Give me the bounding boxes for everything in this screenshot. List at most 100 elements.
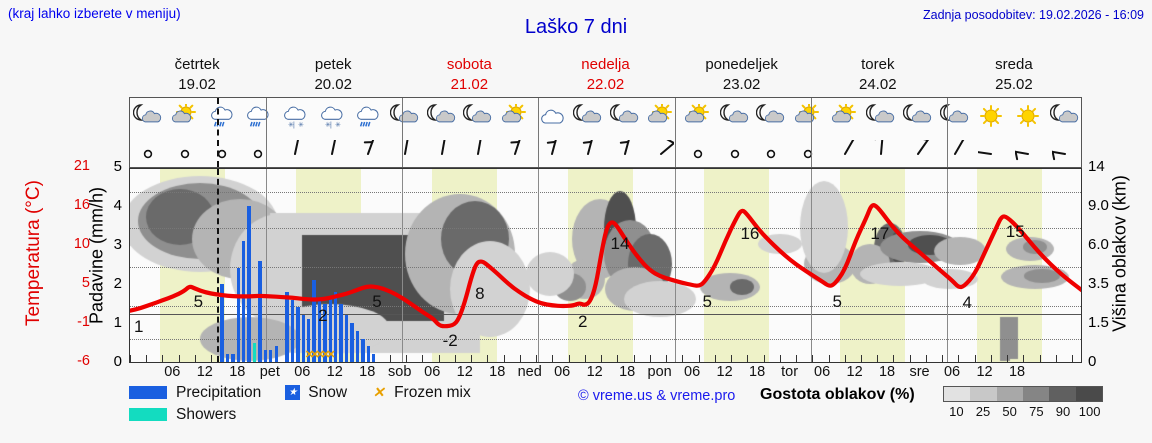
precipitation-bar xyxy=(236,268,240,362)
x-tick xyxy=(698,355,700,362)
temperature-value-label: 2 xyxy=(318,305,328,325)
precipitation-bar xyxy=(301,315,305,362)
cloud-height-tick: 14 xyxy=(1088,158,1105,175)
x-tick-label: 06 xyxy=(814,364,831,380)
cloud-density-step xyxy=(970,387,997,401)
current-time-marker-icons xyxy=(216,98,219,167)
day-header: sreda 25.02 xyxy=(946,55,1082,95)
x-tick xyxy=(146,355,148,362)
weather-icon-sun xyxy=(1010,98,1047,138)
precipitation-tick: 4 xyxy=(113,197,122,214)
credit-link[interactable]: © vreme.us & vreme.pro xyxy=(578,388,736,404)
cloud-density-step xyxy=(944,387,971,401)
temperature-value-label: 5 xyxy=(702,292,713,311)
x-tick xyxy=(1055,355,1057,362)
x-tick xyxy=(178,355,180,362)
x-tick xyxy=(406,355,408,362)
x-tick xyxy=(958,355,960,362)
weather-icon-moon-cloud xyxy=(900,98,937,138)
day-name: četrtek xyxy=(174,56,220,73)
legend-showers: Showers xyxy=(129,406,236,424)
cloud-height-axis-title: Višina oblakov (km) xyxy=(1109,175,1130,332)
precipitation-bar xyxy=(317,299,322,362)
x-tick xyxy=(1039,355,1041,362)
x-tick xyxy=(747,355,749,362)
page-title: Laško 7 dni xyxy=(524,16,628,38)
precipitation-bar xyxy=(274,346,278,362)
x-tick-label: 12 xyxy=(456,364,473,380)
svg-text:|: | xyxy=(293,122,295,129)
wind-barb xyxy=(863,138,900,168)
x-tick-label: tor xyxy=(781,364,799,380)
x-tick xyxy=(568,355,570,362)
x-tick xyxy=(438,355,440,362)
forecast-plot: ✕ ✕ ✕ ✕ ✕ 1 5 2 5 -2 8 2 14 5 16 5 17 4 15 xyxy=(129,168,1082,363)
cloud-height-tick: 6.0 xyxy=(1088,236,1109,253)
temperature-value-label: 5 xyxy=(372,292,382,311)
cloud-density-tick: 50 xyxy=(1002,404,1017,419)
wind-barb xyxy=(277,138,314,168)
x-tick-label: sob xyxy=(388,364,412,380)
x-tick xyxy=(503,355,505,362)
frozen-mix-marker: ✕ xyxy=(315,349,325,361)
weather-icon-sun xyxy=(973,98,1010,138)
cloud-density-step xyxy=(996,387,1023,401)
precipitation-bar xyxy=(366,346,370,362)
x-tick xyxy=(584,355,586,362)
day-date: 25.02 xyxy=(995,76,1033,93)
temperature-tick: 21 xyxy=(73,158,90,174)
x-tick xyxy=(633,355,635,362)
x-tick xyxy=(731,355,733,362)
wind-barb xyxy=(240,138,277,168)
weather-icon-moon-cloud xyxy=(1046,98,1083,138)
frozen-mix-marker: ✕ xyxy=(320,349,331,361)
wind-barb xyxy=(313,138,350,168)
grid-line-h xyxy=(130,192,1081,194)
wind-barb xyxy=(130,138,167,168)
wind-barb xyxy=(203,138,240,168)
day-header: četrtek 19.02 xyxy=(129,55,265,95)
temperature-tick: -1 xyxy=(77,314,90,330)
day-header: torek 24.02 xyxy=(810,55,946,95)
weather-icon-cloud-snow-rain: ✳ | ✳ xyxy=(313,98,350,138)
x-tick xyxy=(162,355,164,362)
precipitation-bar xyxy=(350,323,354,362)
cloud-density-tick: 100 xyxy=(1078,404,1101,419)
svg-text:|: | xyxy=(330,122,332,129)
x-tick-label: 12 xyxy=(586,364,603,380)
weather-icon-sun-cloud xyxy=(497,98,534,138)
x-tick-label: 12 xyxy=(976,364,993,380)
day-separator-icons xyxy=(946,98,948,167)
precipitation-bar xyxy=(231,354,235,362)
day-separator-icons xyxy=(266,98,268,167)
cloud-height-tick: 9.0 xyxy=(1088,197,1109,214)
x-tick-label: sre xyxy=(909,364,930,380)
frozen-mix-icon: ✕ xyxy=(372,384,385,401)
precipitation-bar xyxy=(220,284,224,362)
wind-barb xyxy=(497,138,534,168)
x-tick-label: pet xyxy=(259,364,280,380)
svg-text:✳: ✳ xyxy=(325,121,331,129)
cloud-density-tick: 90 xyxy=(1055,404,1071,419)
wind-barb xyxy=(387,138,424,168)
x-tick-label: 12 xyxy=(326,364,343,380)
x-tick-label: 06 xyxy=(424,364,441,380)
cloud-height-tick: 0 xyxy=(1088,353,1097,370)
x-tick-label: 06 xyxy=(684,364,701,380)
weather-icon-moon-cloud xyxy=(936,98,973,138)
temperature-tick: 10 xyxy=(73,236,90,252)
weather-icon-cloud-rain xyxy=(203,98,240,138)
legend-snow-label: Snow xyxy=(308,384,348,401)
x-tick-label: 12 xyxy=(716,364,733,380)
x-axis-tick-labels: 06 12 18 pet 06 12 18 sob 06 12 18 ned 06 12 18 pon 06 12… xyxy=(129,364,1082,382)
x-tick-label: 18 xyxy=(229,364,246,380)
weather-icon-moon-cloud xyxy=(130,98,167,138)
x-tick xyxy=(974,355,976,362)
x-tick xyxy=(666,355,668,362)
day-header-row: četrtek 19.02 petek 20.02 sobota 21.02 nedelja… xyxy=(129,55,1082,97)
cloud-density-tick: 75 xyxy=(1029,404,1044,419)
day-date: 22.02 xyxy=(586,76,625,93)
x-tick-label: ned xyxy=(517,364,542,380)
wind-barb xyxy=(167,138,204,168)
day-separator-icons xyxy=(810,98,812,167)
